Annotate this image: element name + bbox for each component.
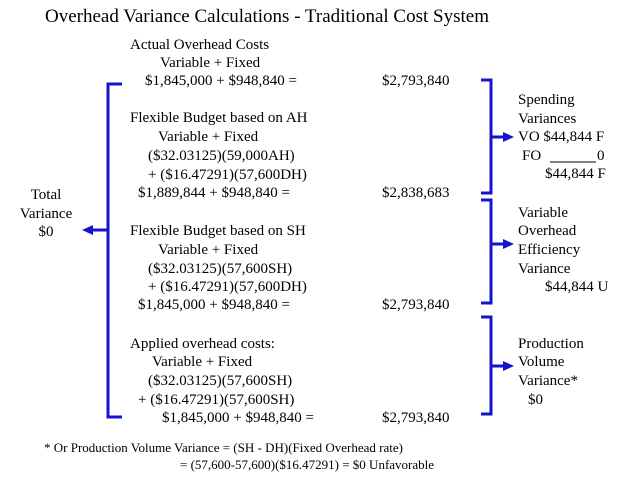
page-title: Overhead Variance Calculations - Traditi… [45,6,489,27]
footnote-line1: * Or Production Volume Variance = (SH - … [44,440,403,455]
applied-sub: Variable + Fixed [152,354,253,370]
actual-sub: Variable + Fixed [160,55,261,71]
applied-calc: $1,845,000 + $948,840 = [162,410,314,426]
flex-sh-heading: Flexible Budget based on SH [130,223,306,239]
actual-calc: $1,845,000 + $948,840 = [145,73,297,89]
spending-line1: Spending [518,92,575,108]
spending-arrowhead [503,132,514,142]
flex-sh-total: $2,793,840 [382,297,450,313]
spending-vo: VO $44,844 F [518,129,605,145]
volume-arrowhead [503,361,514,371]
total-variance-bracket [106,82,122,419]
flex-ah-total: $2,838,683 [382,185,450,201]
efficiency-bracket [481,198,493,305]
spending-bracket [481,78,493,195]
total-variance-value: $0 [38,224,54,240]
flex-ah-line1: ($32.03125)(59,000AH) [148,148,295,164]
efficiency-value: $44,844 U [545,279,609,295]
efficiency-line2: Overhead [518,223,577,239]
efficiency-line4: Variance [518,261,571,277]
flex-ah-sub: Variable + Fixed [158,129,259,145]
spending-line2: Variances [518,111,577,127]
actual-heading: Actual Overhead Costs [130,37,270,53]
efficiency-line1: Variable [518,205,568,221]
applied-heading: Applied overhead costs: [130,336,275,352]
volume-value: $0 [528,392,543,408]
flex-sh-line2: + ($16.47291)(57,600DH) [148,279,307,295]
flex-ah-line2: + ($16.47291)(57,600DH) [148,167,307,183]
actual-total: $2,793,840 [382,73,450,89]
total-variance-arrowhead [82,225,93,235]
flex-ah-heading: Flexible Budget based on AH [130,110,308,126]
total-variance-line1: Total [30,187,62,203]
spending-fo-value: 0 [597,148,605,164]
spending-total: $44,844 F [545,166,606,182]
volume-bracket [481,315,493,416]
applied-total: $2,793,840 [382,410,450,426]
applied-line2: + ($16.47291)(57,600SH) [138,392,295,408]
volume-line3: Variance* [518,373,578,389]
volume-line1: Production [518,336,584,352]
flex-sh-sub: Variable + Fixed [158,242,259,258]
footnote-line2: = (57,600-57,600)($16.47291) = $0 Unfavo… [180,457,435,472]
flex-sh-calc: $1,845,000 + $948,840 = [138,297,290,313]
flex-sh-line1: ($32.03125)(57,600SH) [148,261,293,277]
spending-fo-label: FO [522,148,542,164]
volume-line2: Volume [518,354,565,370]
total-variance-line2: Variance [19,206,73,222]
efficiency-line3: Efficiency [518,242,581,258]
applied-line1: ($32.03125)(57,600SH) [148,373,293,389]
flex-ah-calc: $1,889,844 + $948,840 = [138,185,290,201]
efficiency-arrowhead [503,239,514,249]
